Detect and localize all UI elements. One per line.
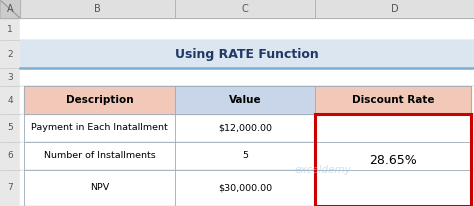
Text: A: A bbox=[7, 4, 13, 14]
Text: NPV: NPV bbox=[90, 184, 109, 192]
Text: Discount Rate: Discount Rate bbox=[352, 95, 434, 105]
Bar bbox=[24, 86, 175, 114]
Text: 7: 7 bbox=[7, 184, 13, 192]
Bar bbox=[0, 86, 20, 114]
Text: D: D bbox=[391, 4, 398, 14]
Text: exceldemy: exceldemy bbox=[295, 165, 351, 175]
Bar bbox=[315, 114, 471, 206]
Text: B: B bbox=[94, 4, 101, 14]
Text: Payment in Each Inatallment: Payment in Each Inatallment bbox=[31, 124, 168, 132]
Text: Using RATE Function: Using RATE Function bbox=[175, 48, 319, 61]
Text: Description: Description bbox=[66, 95, 133, 105]
Text: Number of Installments: Number of Installments bbox=[44, 151, 155, 160]
Text: Value: Value bbox=[228, 95, 261, 105]
Bar bbox=[175, 86, 315, 114]
Bar bbox=[315, 86, 471, 114]
Text: 1: 1 bbox=[7, 25, 13, 34]
Bar bbox=[0, 170, 20, 206]
Text: 3: 3 bbox=[7, 73, 13, 82]
Text: 28.65%: 28.65% bbox=[369, 153, 417, 166]
Bar bbox=[0, 68, 20, 86]
Text: 2: 2 bbox=[7, 49, 13, 59]
Text: $12,000.00: $12,000.00 bbox=[218, 124, 272, 132]
Bar bbox=[315, 114, 471, 206]
Bar bbox=[0, 18, 20, 40]
Bar bbox=[20, 40, 474, 68]
Text: 5: 5 bbox=[7, 124, 13, 132]
Bar bbox=[0, 142, 20, 170]
Bar bbox=[0, 40, 20, 68]
Bar bbox=[0, 0, 20, 18]
Text: $30,000.00: $30,000.00 bbox=[218, 184, 272, 192]
Text: 4: 4 bbox=[7, 96, 13, 104]
Bar bbox=[0, 0, 474, 18]
Bar bbox=[0, 114, 20, 142]
Text: 6: 6 bbox=[7, 151, 13, 160]
Text: 5: 5 bbox=[242, 151, 248, 160]
Text: C: C bbox=[242, 4, 248, 14]
